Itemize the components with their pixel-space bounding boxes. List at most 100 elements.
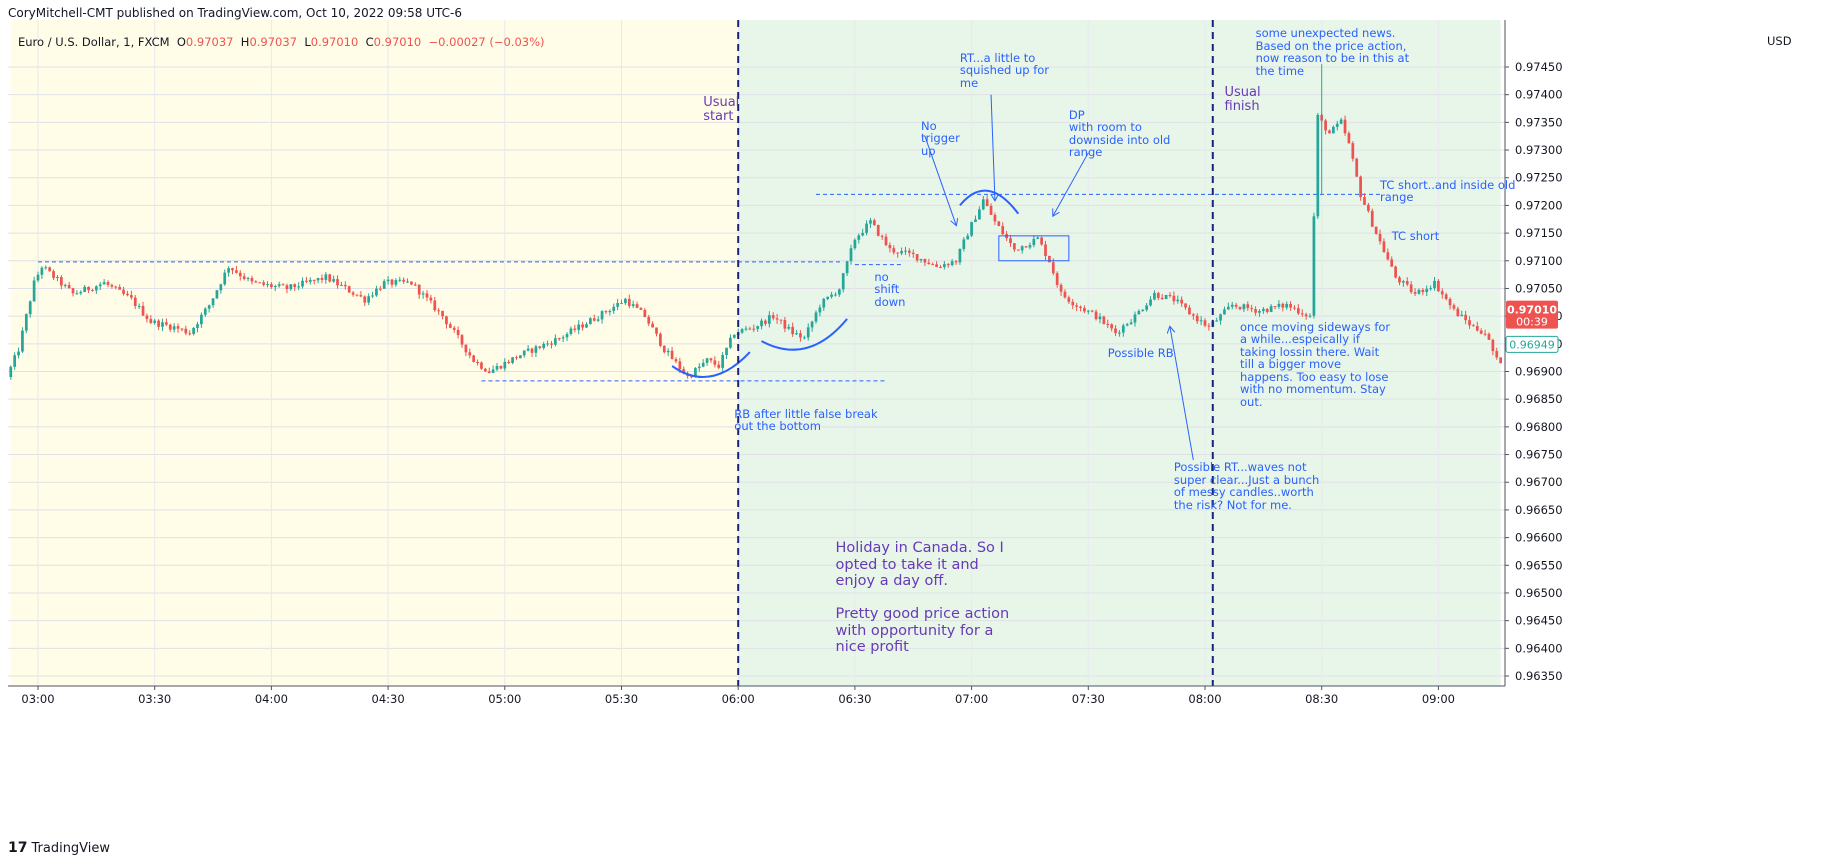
symbol-name: Euro / U.S. Dollar, 1, FXCM xyxy=(18,35,170,49)
candle-body xyxy=(347,286,351,293)
candle-body xyxy=(421,293,425,295)
candle-body xyxy=(1343,119,1347,134)
candle-body xyxy=(861,232,865,236)
high-label: H xyxy=(240,35,250,49)
candle-body xyxy=(954,261,958,263)
time-tick-label: 06:00 xyxy=(722,692,755,706)
candle-body xyxy=(935,264,938,267)
candle-body xyxy=(764,320,767,324)
candle-body xyxy=(1425,288,1429,293)
candle-body xyxy=(413,284,417,286)
candle-body xyxy=(810,321,814,328)
candle-body xyxy=(950,261,954,266)
candle-body xyxy=(713,360,717,365)
candle-body xyxy=(966,235,970,240)
time-axis[interactable]: 03:00 03:30 04:00 04:30 05:00 05:30 06:00 06:30… xyxy=(8,685,1505,706)
symbol-legend[interactable]: Euro / U.S. Dollar, 1, FXCM O0.97037 H0.… xyxy=(18,35,545,49)
price-axis[interactable]: 0.97450 0.97400 0.97350 0.97300 0.97250 0.972… xyxy=(1504,20,1563,686)
candle-body xyxy=(1168,294,1172,296)
candle-body xyxy=(1180,299,1184,304)
candle-body xyxy=(1440,291,1444,295)
candle-body xyxy=(402,279,406,282)
candle-body xyxy=(818,307,822,313)
time-tick-label: 05:00 xyxy=(488,692,521,706)
candle-body xyxy=(616,302,619,307)
candle-body xyxy=(857,235,861,240)
candle-body xyxy=(907,250,911,253)
swing-arc xyxy=(761,318,848,351)
tradingview-logo[interactable]: 17 TradingView xyxy=(8,840,110,856)
candle-body xyxy=(631,304,635,306)
candle-body xyxy=(1464,314,1467,321)
candle-body xyxy=(305,280,308,282)
candle-body xyxy=(417,284,421,295)
close-label: C xyxy=(365,35,374,49)
grid-lines xyxy=(8,20,1505,686)
candle-body xyxy=(604,311,608,313)
price-tick-label: 0.97200 xyxy=(1515,198,1563,212)
candle-body xyxy=(806,327,810,338)
candle-body xyxy=(585,324,588,328)
candle-body xyxy=(573,328,577,330)
candle-body xyxy=(1324,120,1327,131)
candle-body xyxy=(1048,255,1051,263)
candle-body xyxy=(52,271,55,278)
open-value: 0.97037 xyxy=(185,35,234,49)
candle-body xyxy=(1067,297,1071,302)
candle-body xyxy=(1188,307,1191,315)
annotation-tc-short: TC short xyxy=(1391,229,1440,244)
candle-body xyxy=(1083,307,1086,312)
candle-body xyxy=(1495,351,1499,358)
price-tick-label: 0.97350 xyxy=(1515,115,1563,129)
candle-body xyxy=(1036,237,1040,239)
candle-body xyxy=(452,327,456,330)
candle-body xyxy=(771,315,775,319)
candle-body xyxy=(231,268,234,271)
candle-body xyxy=(612,306,616,311)
candle-body xyxy=(207,305,211,309)
price-tick-label: 0.96800 xyxy=(1515,420,1563,434)
candle-body xyxy=(359,295,363,297)
price-tick-label: 0.97250 xyxy=(1515,171,1563,185)
candle-body xyxy=(639,307,643,310)
candle-body xyxy=(1390,259,1394,267)
candle-body xyxy=(161,322,164,327)
candle-body xyxy=(1149,299,1152,306)
candle-body xyxy=(1300,313,1304,315)
candle-body xyxy=(133,297,137,307)
candle-body xyxy=(28,301,32,315)
candle-body xyxy=(1475,326,1479,331)
candle-body xyxy=(246,278,250,280)
candle-body xyxy=(1250,308,1254,310)
candle-body xyxy=(491,369,495,373)
candle-body xyxy=(188,333,192,335)
candle-body xyxy=(398,279,402,281)
annotation-no-trigger-up: No trigger up xyxy=(921,118,960,158)
candle-body xyxy=(670,350,674,360)
candle-body xyxy=(1413,292,1417,294)
candle-body xyxy=(254,281,258,283)
candle-body xyxy=(787,326,791,329)
candle-body xyxy=(63,284,67,286)
candle-body xyxy=(1479,330,1483,334)
candle-body xyxy=(203,308,207,315)
annotation-arrow xyxy=(924,136,956,225)
candle-body xyxy=(118,287,122,290)
candle-body xyxy=(884,236,888,246)
price-tick-label: 0.97450 xyxy=(1515,60,1563,74)
candle-body xyxy=(690,376,693,378)
candle-body xyxy=(1184,303,1187,308)
low-value: 0.97010 xyxy=(310,35,359,49)
price-tick-label: 0.96700 xyxy=(1515,475,1563,489)
candle-body xyxy=(1063,291,1067,298)
candle-body xyxy=(32,280,36,302)
candle-body xyxy=(779,319,783,321)
time-tick-label: 03:00 xyxy=(21,692,54,706)
candle-body xyxy=(1332,126,1335,134)
drawings xyxy=(671,94,1194,461)
candle-body xyxy=(67,284,71,289)
candle-body xyxy=(834,294,837,296)
candle-body xyxy=(281,284,285,286)
change-value: −0.00027 (−0.03%) xyxy=(428,35,545,49)
